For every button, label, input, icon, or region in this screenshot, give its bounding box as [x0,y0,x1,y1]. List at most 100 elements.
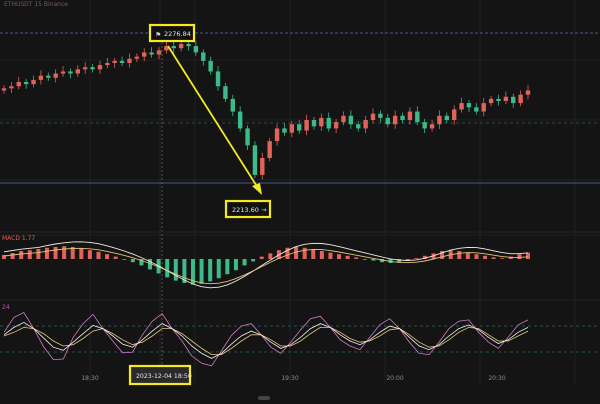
x-tick-label: 20:30 [488,375,505,382]
low-price-label: 2213.60 → [232,206,267,214]
candle-body [82,67,88,70]
macd-bar [225,259,230,275]
low-label-box [224,199,272,219]
macd-bar [96,251,101,259]
macd-bar [397,259,402,263]
macd-bar [405,259,410,261]
candle-body [451,109,457,120]
macd-bar [19,251,24,259]
macd-bar [216,259,221,279]
candle-body [311,120,317,127]
candle-body [459,103,464,110]
candle-body [348,115,354,125]
macd-bar [440,251,445,259]
candle-body [193,46,199,53]
candle-body [68,71,73,74]
kdj-j-line [3,311,529,367]
macd-bar [526,252,530,259]
candle-body [119,60,125,63]
candle-body [496,98,501,101]
candle-body [304,120,309,131]
annotation-overlay: ⚑ 2276.84 2213.60 → 2023-12-04 18:50 [128,23,272,386]
kdj-label: 24 [2,304,10,311]
candle-body [230,98,235,112]
candle-body [201,52,206,61]
candle-body [75,69,81,74]
kdj-panel: 24 [2,304,529,367]
candle-body [186,44,191,47]
candle-body [97,65,103,70]
macd-bar [105,254,110,259]
candle-body [38,75,44,80]
macd-bar [36,249,41,259]
macd-bar [422,255,427,259]
x-tick-label: 20:00 [386,375,403,382]
candle-body [378,113,383,118]
macd-bar [362,259,367,260]
candle-body [319,117,324,127]
candle-body [245,128,250,146]
candle-body [274,128,280,142]
candle-body [488,98,494,104]
macd-bar [44,247,49,259]
flag-icon: ⚑ [155,31,161,39]
candle-body [149,52,154,55]
macd-line [3,241,529,289]
candle-body [237,111,243,129]
macd-bar [130,259,135,263]
signal-line [3,247,529,285]
macd-bar [53,247,58,259]
candle-body [90,67,95,70]
candle-body [363,120,368,129]
candle-body [31,79,36,85]
macd-bar [70,247,75,259]
macd-bar [182,259,187,283]
macd-bar [517,254,522,259]
macd-bar [379,259,384,263]
macd-bar [165,259,170,278]
macd-bar [500,258,505,259]
candle-body [422,122,427,129]
symbol-line: ETHUSDT 15 Binance [4,1,68,8]
candles-layer [1,39,531,180]
candle-body [16,82,21,87]
candle-body [134,56,140,59]
macd-bar [371,259,376,261]
macd-bar [491,257,496,259]
candle-body [437,115,442,125]
candle-body [511,96,516,104]
macd-bar [199,259,204,284]
candle-body [392,115,398,125]
candle-body [208,60,213,72]
candle-body [503,96,509,101]
macd-label: MACD 1.77 [2,235,35,242]
candle-body [156,50,162,55]
candle-body [9,86,14,89]
grid-lines [0,0,600,385]
scroll-handle[interactable] [258,396,270,400]
candle-body [23,82,29,85]
macd-bar [285,247,290,259]
candle-body [474,107,479,112]
macd-bar [345,255,350,259]
candle-body [289,124,295,133]
candle-body [525,90,531,95]
macd-bar [294,247,299,259]
candle-body [171,46,176,49]
candle-body [53,73,58,78]
macd-bar [208,259,213,282]
macd-bar [113,256,118,259]
macd-bar [190,259,195,285]
macd-bar [122,259,127,260]
macd-bar [87,250,92,259]
candle-body [407,111,413,120]
candle-body [1,88,7,91]
candle-body [252,145,258,175]
candle-body [481,103,486,112]
macd-bar [233,259,238,271]
macd-bar [474,254,479,259]
macd-bar [27,250,32,259]
high-label-box [148,23,196,43]
macd-bar [414,258,419,259]
